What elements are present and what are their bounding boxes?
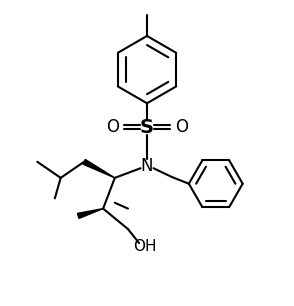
Text: O: O bbox=[175, 118, 188, 136]
Polygon shape bbox=[78, 209, 103, 218]
Text: OH: OH bbox=[133, 239, 157, 254]
Text: O: O bbox=[106, 118, 119, 136]
Text: S: S bbox=[140, 118, 154, 137]
Polygon shape bbox=[83, 159, 115, 178]
Text: N: N bbox=[141, 157, 153, 175]
